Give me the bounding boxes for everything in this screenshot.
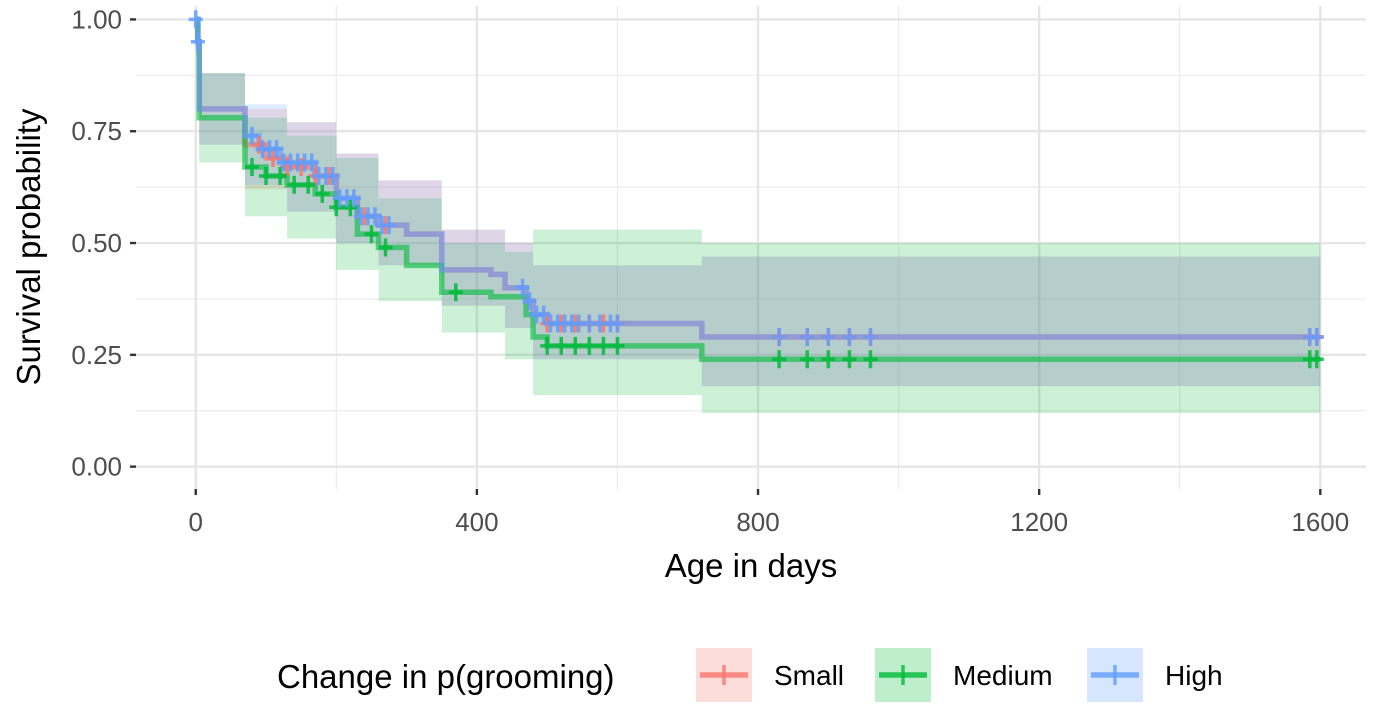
x-tick-label: 800: [736, 507, 779, 537]
censor-mark-medium: [378, 238, 393, 257]
y-tick-label: 0.50: [71, 228, 122, 258]
censor-mark-high: [610, 314, 625, 333]
censor-mark-high: [863, 327, 878, 346]
y-tick-label: 0.25: [71, 340, 122, 370]
censor-mark-medium: [842, 350, 857, 369]
censor-mark-medium: [582, 336, 597, 355]
line-high: [195, 16, 1321, 340]
legend-label-medium: Medium: [953, 660, 1053, 691]
censor-mark-medium: [448, 283, 463, 302]
censor-mark-high: [382, 216, 397, 235]
y-tick-label: 0.75: [71, 116, 122, 146]
band-medium: [195, 19, 1321, 413]
censor-mark-high: [244, 126, 259, 145]
x-tick-label: 1200: [1010, 507, 1068, 537]
censor-mark-medium: [610, 336, 625, 355]
censor-mark-medium: [315, 184, 330, 203]
censor-mark-medium: [273, 166, 288, 185]
censor-mark-high: [536, 305, 551, 324]
censor-mark-medium: [568, 336, 583, 355]
x-tick-label: 0: [189, 507, 203, 537]
censor-mark-high: [800, 327, 815, 346]
censor-mark-medium: [596, 336, 611, 355]
censor-mark-high: [325, 166, 340, 185]
censor-mark-high: [304, 153, 319, 172]
censor-mark-high: [190, 32, 205, 51]
censor-mark-high: [772, 327, 787, 346]
y-tick-label: 0.00: [71, 452, 122, 482]
censor-mark-medium: [244, 158, 259, 176]
censor-mark-high: [842, 327, 857, 346]
censor-mark-medium: [863, 350, 878, 369]
censor-mark-medium: [772, 350, 787, 369]
grid-layer: [136, 6, 1366, 489]
censor-mark-high: [269, 140, 284, 159]
censor-mark-high: [188, 10, 203, 29]
censor-mark-medium: [540, 336, 555, 355]
censor-mark-medium: [800, 350, 815, 369]
censor-mark-high: [1309, 327, 1324, 346]
legend-label-high: High: [1165, 660, 1223, 691]
censor-mark-medium: [301, 175, 316, 194]
x-tick-label: 400: [455, 507, 498, 537]
censor-mark-high: [522, 292, 537, 311]
legend: Change in p(grooming) Small Medium High: [277, 648, 1223, 702]
legend-label-small: Small: [774, 660, 844, 691]
x-tick-label: 1600: [1291, 507, 1349, 537]
censor-mark-medium: [1309, 350, 1324, 369]
censor-mark-high: [367, 207, 382, 226]
censor-mark-medium: [554, 336, 569, 355]
y-axis-title: Survival probability: [10, 108, 47, 385]
axes: 0.00 0.25 0.50 0.75 1.00 0 400 800 1200 1600: [71, 4, 1349, 537]
censor-mark-high: [346, 189, 361, 208]
censor-mark-medium: [364, 225, 379, 244]
censor-marks: [188, 10, 1324, 369]
censor-mark-high: [821, 327, 836, 346]
x-axis-title: Age in days: [665, 547, 837, 584]
censor-mark-medium: [259, 166, 274, 185]
censor-mark-medium: [287, 175, 302, 194]
censor-mark-high: [515, 278, 530, 297]
y-tick-label: 1.00: [71, 4, 122, 34]
legend-title: Change in p(grooming): [277, 658, 615, 695]
censor-mark-medium: [821, 350, 836, 369]
